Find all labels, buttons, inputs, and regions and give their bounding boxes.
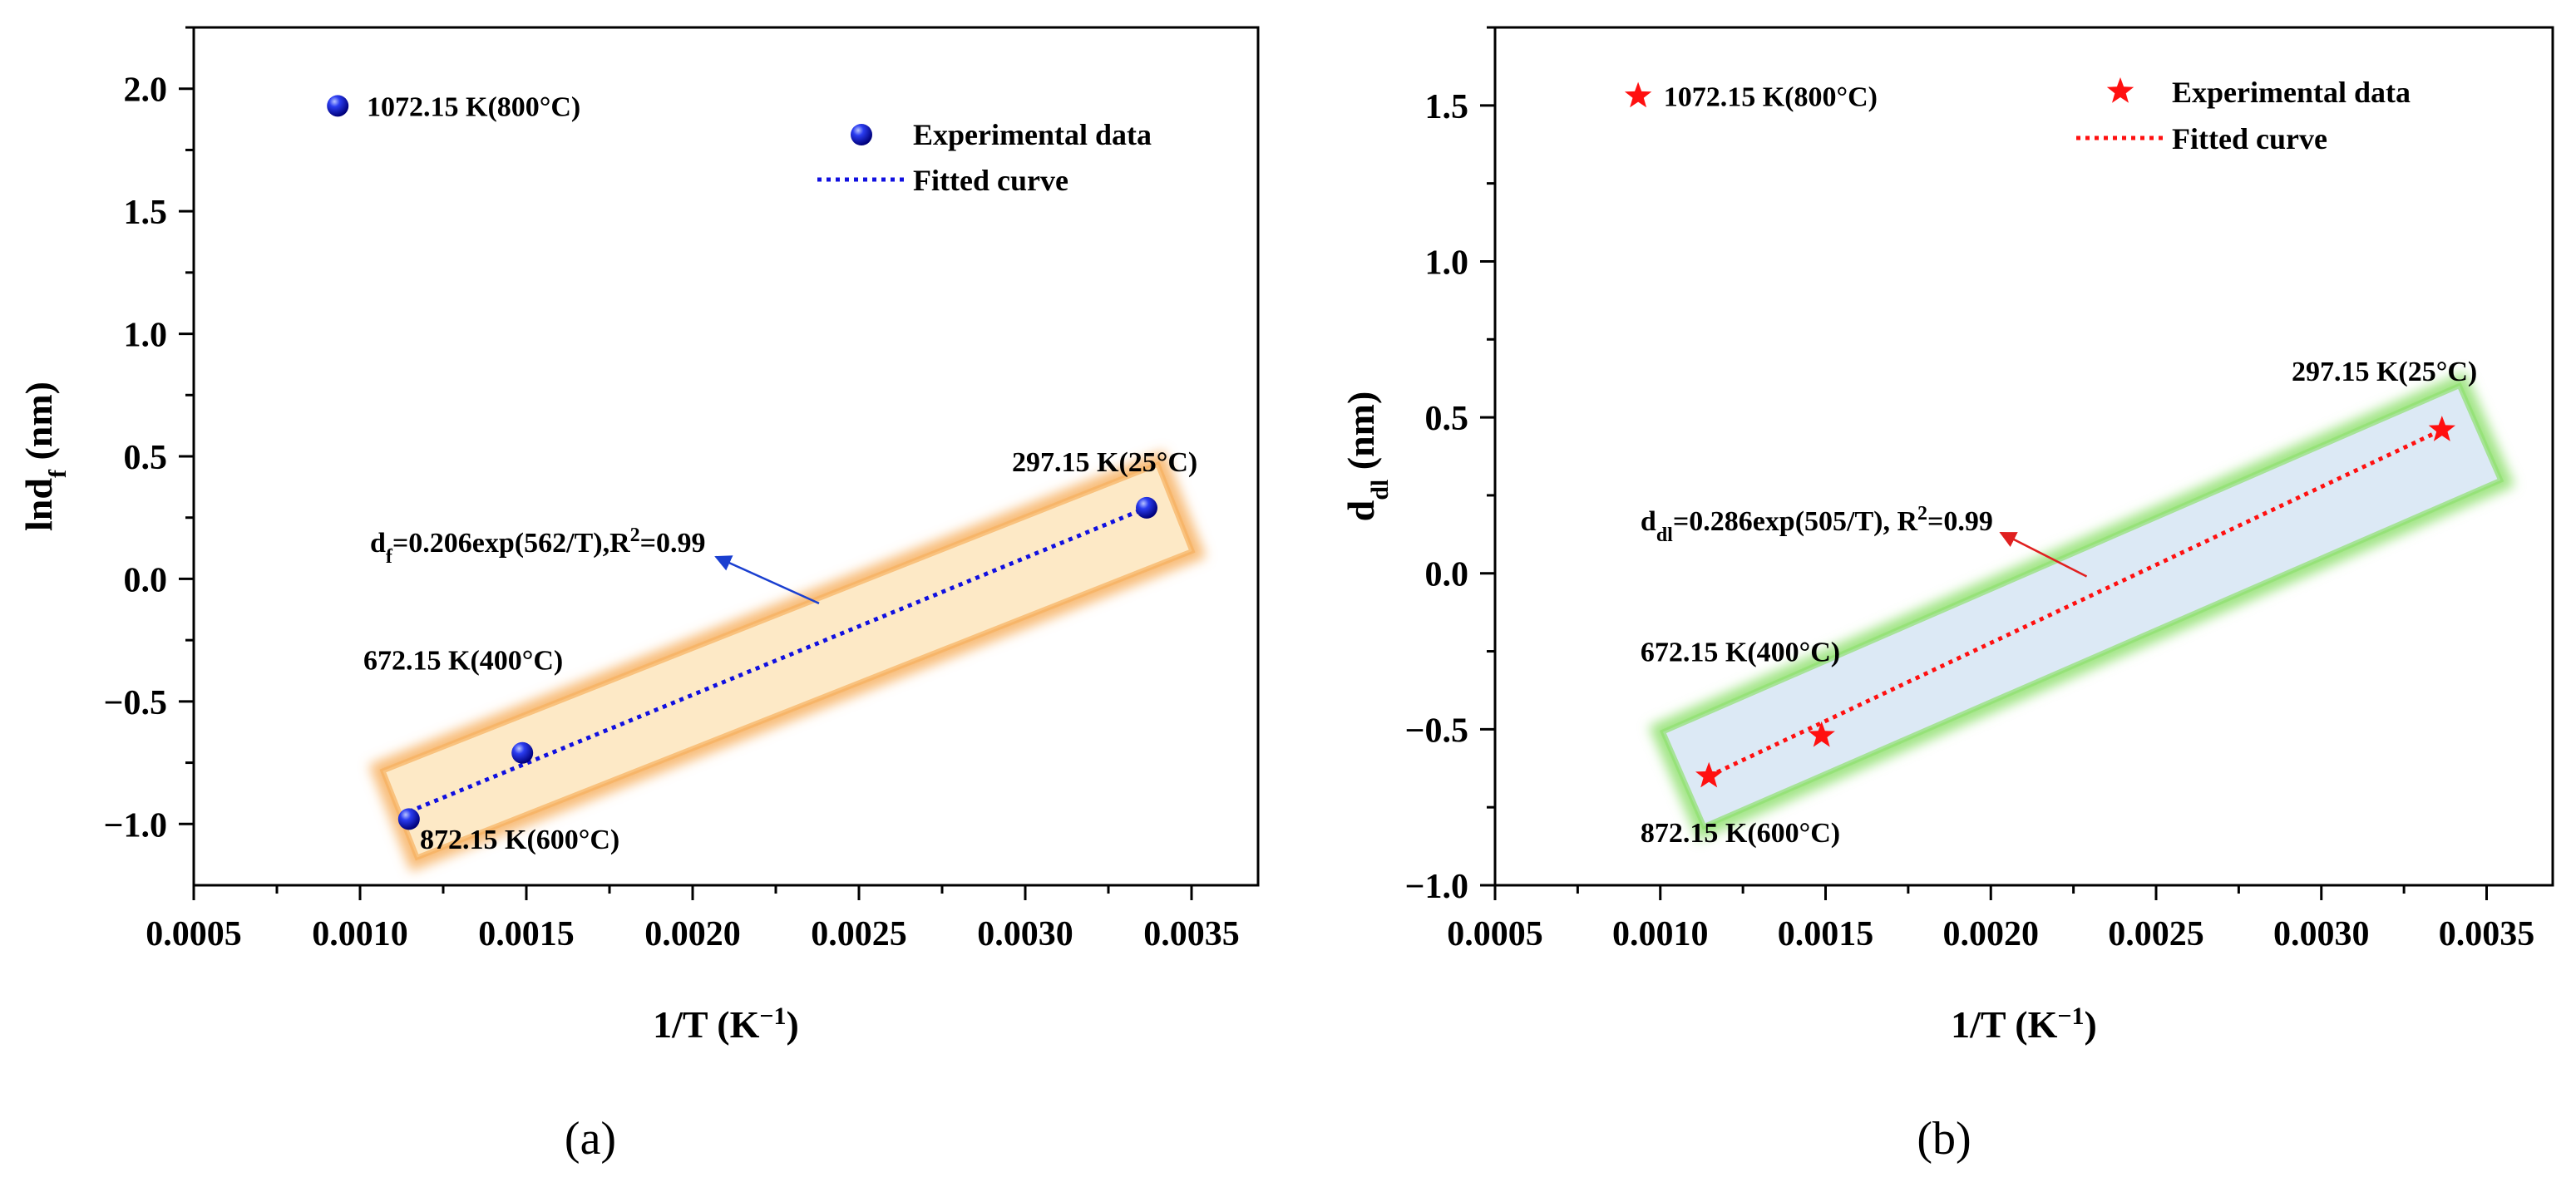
y-tick-label: −1.0 (104, 806, 167, 845)
annotation-600c-b: 872.15 K(600°C) (1641, 818, 1840, 849)
x-axis-ticks-a: 0.0005 0.0010 0.0015 0.0020 0.0025 0.0030 0.00… (146, 885, 1240, 953)
point-annotations-a: 1072.15 K(800°C) 297.15 K(25°C) 672.15 K… (363, 91, 1197, 855)
highlight-band-b-fill (1659, 382, 2504, 830)
x-tick-label: 0.0005 (146, 915, 242, 953)
highlight-band-a-fill (379, 460, 1196, 861)
fitted-curve-b (1708, 427, 2443, 778)
data-point (327, 95, 349, 117)
x-tick-label: 0.0005 (1447, 915, 1543, 953)
legend-label-experimental-a: Experimental data (913, 118, 1152, 151)
equation-arrow-b (1999, 531, 2088, 578)
y-axis-ticks-a: −1.0 −0.5 0.0 0.5 1.0 1.5 2.0 (104, 26, 194, 845)
equation-arrow-a (714, 555, 820, 605)
data-points-b (1624, 81, 2455, 788)
y-tick-label: 0.0 (1425, 556, 1469, 594)
x-tick-label: 0.0010 (312, 915, 408, 953)
annotation-600c-a: 872.15 K(600°C) (420, 825, 619, 855)
x-axis-label-b: 1/T (K−1) (1951, 1002, 2097, 1047)
legend-marker-star-icon (2106, 77, 2134, 103)
y-tick-label: 0.5 (1425, 400, 1469, 438)
legend-label-fitted-b: Fitted curve (2172, 122, 2327, 155)
x-tick-label: 0.0025 (811, 915, 907, 953)
highlight-band-a (368, 450, 1207, 872)
legend-label-experimental-b: Experimental data (2172, 76, 2411, 109)
x-tick-label: 0.0020 (644, 915, 741, 953)
panel-label-a: (a) (565, 1113, 616, 1165)
annotation-400c-b: 672.15 K(400°C) (1641, 638, 1840, 668)
highlight-band-b (1648, 371, 2515, 841)
legend-b: Experimental data Fitted curve (2076, 76, 2411, 155)
x-tick-label: 0.0035 (2439, 915, 2535, 953)
annotation-25c-a: 297.15 K(25°C) (1012, 447, 1197, 478)
data-point (397, 808, 420, 830)
data-point (511, 741, 534, 764)
data-point (1624, 81, 1652, 108)
point-annotations-b: 1072.15 K(800°C) 297.15 K(25°C) 672.15 K… (1641, 82, 2477, 850)
plot-frame-b (1493, 26, 2554, 887)
data-point (1695, 761, 1723, 788)
y-tick-label: 1.5 (124, 194, 168, 232)
annotation-800c-b: 1072.15 K(800°C) (1664, 82, 1878, 113)
x-tick-label: 0.0025 (2108, 915, 2204, 953)
y-tick-label: 1.0 (1425, 244, 1469, 282)
y-axis-label-b: ddl (nm) (1340, 392, 1394, 522)
legend-label-fitted-a: Fitted curve (913, 164, 1068, 197)
x-tick-label: 0.0030 (977, 915, 1073, 953)
x-axis-label-a: 1/T (K−1) (653, 1002, 799, 1047)
x-tick-label: 0.0030 (2273, 915, 2370, 953)
legend-a: Experimental data Fitted curve (817, 118, 1152, 197)
data-point (1136, 496, 1157, 519)
fit-equation-a: df=0.206exp(562/T),R2=0.99 (370, 525, 706, 568)
chart-panel-a: 0.0005 0.0010 0.0015 0.0020 0.0025 0.0030 0.00… (17, 26, 1260, 1165)
annotation-400c-a: 672.15 K(400°C) (363, 646, 563, 677)
x-tick-label: 0.0035 (1143, 915, 1240, 953)
x-tick-label: 0.0010 (1612, 915, 1709, 953)
y-axis-ticks-b: −1.0 −0.5 0.0 0.5 1.0 1.5 (1405, 26, 1495, 906)
y-tick-label: 1.5 (1425, 88, 1469, 126)
x-tick-label: 0.0015 (478, 915, 575, 953)
annotation-800c-a: 1072.15 K(800°C) (367, 91, 580, 122)
y-tick-label: −0.5 (104, 684, 167, 722)
y-tick-label: 1.0 (124, 317, 168, 355)
fit-equation-b: ddl=0.286exp(505/T), R2=0.99 (1641, 503, 1993, 546)
x-tick-label: 0.0020 (1943, 915, 2040, 953)
y-axis-label-a: lndf (nm) (17, 382, 72, 531)
data-point (2428, 416, 2455, 441)
y-tick-label: −0.5 (1405, 712, 1468, 750)
panel-label-b: (b) (1917, 1113, 1971, 1165)
y-tick-label: 0.5 (124, 439, 168, 477)
annotation-25c-b: 297.15 K(25°C) (2292, 357, 2477, 387)
data-points-a (327, 95, 1157, 830)
y-tick-label: 0.0 (124, 561, 168, 599)
x-axis-ticks-b: 0.0005 0.0010 0.0015 0.0020 0.0025 0.0030 0.00… (1447, 885, 2534, 953)
y-tick-label: 2.0 (124, 71, 168, 110)
y-tick-label: −1.0 (1405, 868, 1468, 906)
chart-panel-b: 0.0005 0.0010 0.0015 0.0020 0.0025 0.0030 0.00… (1340, 26, 2554, 1165)
data-point (1808, 721, 1835, 747)
x-tick-label: 0.0015 (1778, 915, 1874, 953)
legend-marker-sphere-icon (851, 124, 872, 145)
